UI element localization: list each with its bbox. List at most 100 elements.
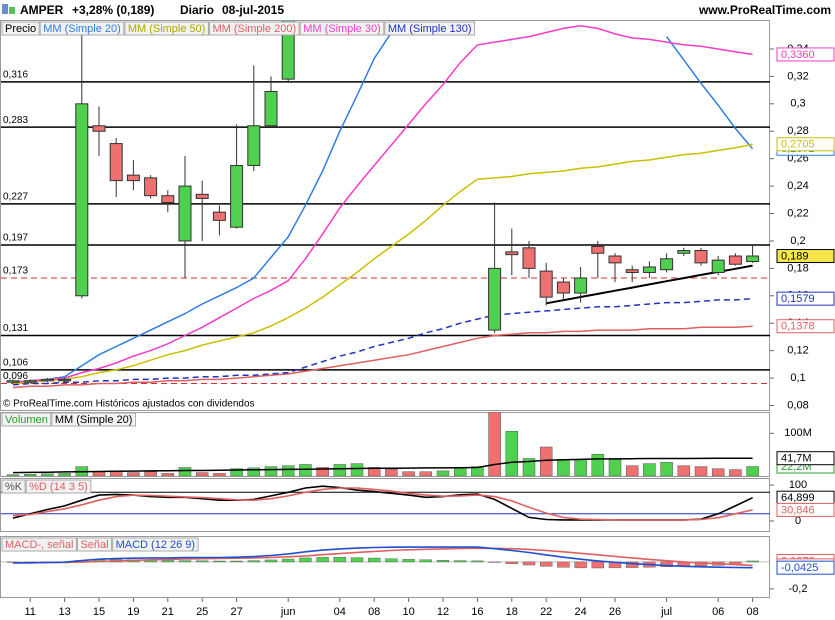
plot-area [6, 412, 759, 476]
candle-body [660, 258, 674, 271]
histogram-bar [213, 560, 226, 563]
value-badge [776, 319, 835, 334]
histogram-bar [660, 561, 673, 567]
legend-label: Volumen [5, 414, 48, 426]
x-tick-label: 08 [368, 606, 380, 618]
change: +3,28% (0,189) [72, 3, 155, 17]
line [12, 32, 754, 383]
value-badge-label: 41,7M [781, 453, 812, 465]
legend-box [39, 21, 125, 36]
histogram-bar [522, 561, 536, 566]
volume-bar [574, 459, 587, 476]
plot-area [1, 21, 770, 389]
x-tick-label: 10 [402, 606, 414, 618]
legend-label: MM (Simple 200) [212, 23, 296, 35]
candle-body [746, 255, 760, 263]
candle-body [109, 143, 123, 182]
x-tick-label: 16 [471, 606, 483, 618]
histogram-bar [161, 560, 175, 563]
legend-label: MM (Simple 30) [303, 23, 381, 35]
volume-bar [660, 462, 673, 476]
x-tick-label: 18 [506, 606, 518, 618]
volume-bar [264, 466, 278, 476]
volume-bar [694, 466, 708, 476]
instrument: AMPER [20, 3, 64, 17]
period: Diario [180, 3, 215, 17]
histogram-bar [557, 561, 570, 568]
volume-bar [6, 474, 20, 476]
candle-body [522, 247, 536, 269]
histogram-bar [419, 559, 432, 563]
histogram-bar [350, 557, 364, 563]
x-tick-label: 25 [196, 606, 208, 618]
volume-bar [677, 465, 691, 476]
histogram-bar [626, 561, 639, 568]
volume-bar [195, 472, 209, 476]
level-label: 0,131 [3, 323, 28, 334]
candle-body [212, 211, 226, 221]
plot-area [1, 485, 770, 521]
volume-bar [539, 446, 553, 476]
note: © ProRealTime.com Históricos ajustados c… [3, 399, 255, 410]
level-label: 0,227 [3, 192, 28, 203]
candle-body [126, 174, 140, 182]
value-badge [776, 451, 835, 466]
y-tick-label: 0,28 [787, 125, 808, 137]
legend-label: %K [5, 481, 23, 493]
volume-bar [367, 467, 381, 476]
panel-frame [0, 478, 770, 532]
volume-bar [41, 473, 54, 476]
legend-box [1, 479, 26, 494]
legend-box [25, 479, 92, 494]
legend-label: MACD-, señal [5, 539, 73, 551]
volume-bar [711, 468, 725, 476]
histogram-bar [471, 560, 484, 563]
candle-body [488, 267, 502, 331]
y-tick-label: 0 [795, 515, 801, 527]
candle-body [505, 251, 519, 256]
y-tick-label: 0,24 [787, 180, 808, 192]
volume-bar [213, 473, 226, 476]
candle-body [711, 259, 725, 273]
legend-box [76, 537, 113, 552]
volume-bar [127, 472, 140, 476]
plot-area [1, 546, 770, 569]
histogram-bar [247, 560, 261, 563]
legend-label: %D (14 3 5) [29, 481, 88, 493]
line [12, 457, 753, 474]
value-badge-label: 0,1579 [781, 293, 815, 305]
volume-bar [316, 467, 329, 476]
line [12, 143, 753, 385]
value-badge-label: 0,1378 [781, 321, 815, 333]
candle-body [591, 245, 605, 254]
y-tick-label: 0,12 [787, 345, 808, 357]
x-tick-label: jun [280, 606, 296, 618]
candle-body [556, 281, 570, 294]
value-badge-label: 0,2705 [781, 139, 815, 151]
header: AMPER +3,28% (0,189) Diario 08-jul-2015 … [0, 0, 835, 20]
x-tick-label: 11 [24, 606, 35, 618]
line [12, 487, 753, 521]
icon [9, 7, 15, 14]
histogram-bar [746, 560, 759, 563]
value-badge-label: 0,3360 [781, 49, 815, 61]
legend-box [112, 537, 199, 552]
panel-frame [0, 412, 770, 477]
volume-bar [299, 464, 312, 476]
level-label: 0,197 [3, 233, 28, 244]
histogram-bar [264, 559, 278, 563]
candle-body [264, 90, 278, 127]
site: www.ProRealTime.com [698, 3, 831, 17]
level-label: 0,316 [3, 70, 28, 81]
candle-body [247, 125, 261, 167]
x-tick-label: 26 [609, 606, 621, 618]
volume-bar [92, 471, 106, 476]
value-badge [776, 560, 835, 575]
candle-body [195, 193, 209, 199]
value-badge [776, 249, 835, 264]
level-label: 0,106 [3, 357, 28, 368]
histogram-bar [316, 557, 329, 563]
volume-bar [488, 412, 501, 476]
legend-box [1, 21, 40, 36]
volume-bar [419, 471, 433, 476]
